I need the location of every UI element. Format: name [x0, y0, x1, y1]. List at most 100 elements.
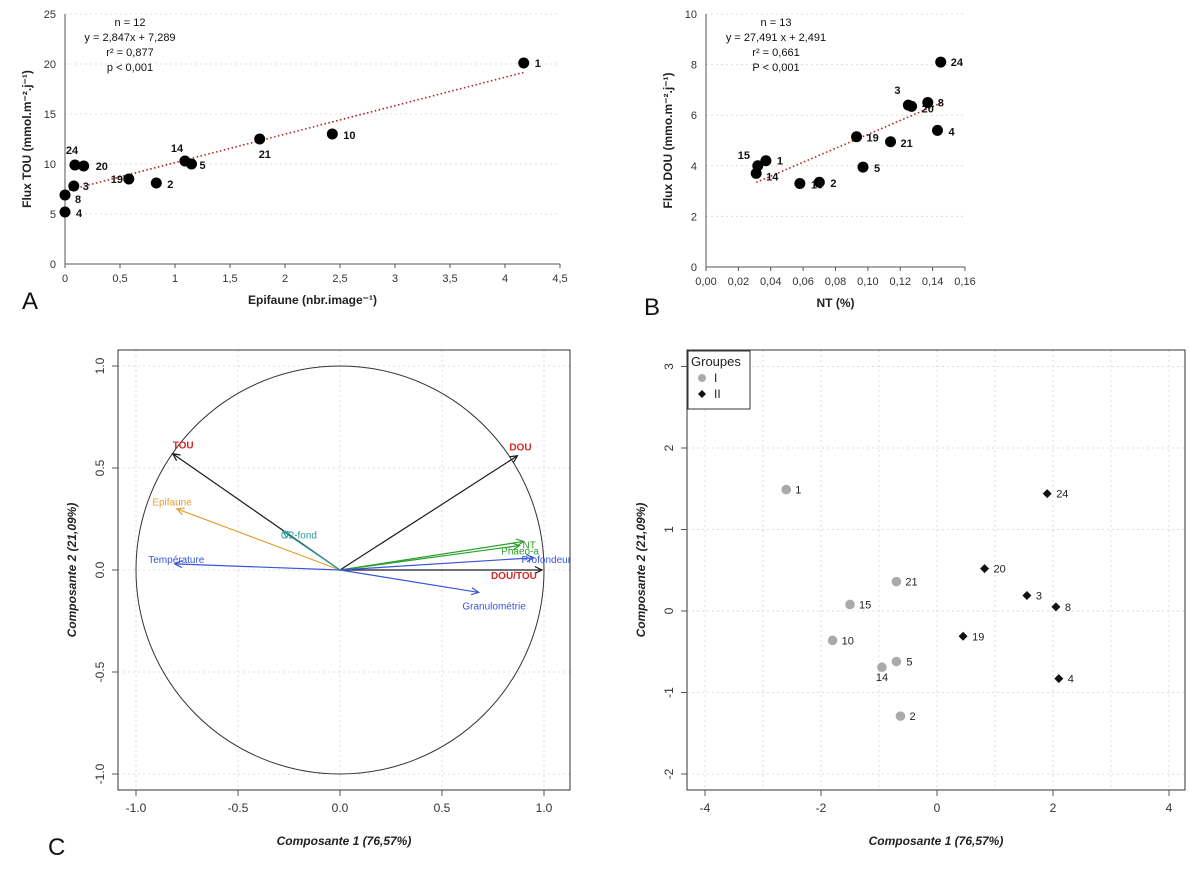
data-point-8: [922, 97, 934, 109]
regression-stat: P < 0,001: [752, 62, 799, 74]
x-tick-label: 0,16: [954, 276, 975, 288]
legend-entry-i: I: [714, 371, 717, 385]
point-label-14: 14: [171, 143, 184, 155]
regression-stat: y = 2,847x + 7,289: [84, 32, 175, 44]
vector-label-tou: TOU: [173, 441, 194, 452]
x-tick-label: 0,12: [890, 276, 911, 288]
point-group-i-5: [891, 656, 902, 667]
point-label-4: 4: [948, 126, 955, 138]
point-group-i-1: [781, 484, 791, 495]
x-tick-label: 0,02: [728, 276, 749, 288]
trendline: [64, 71, 524, 192]
x-tick-label: -1.0: [126, 801, 147, 815]
x-tick-label: 0: [934, 801, 941, 815]
x-tick-label: 0,08: [825, 276, 846, 288]
vector-label-granulom-trie: Granulométrie: [462, 602, 526, 613]
y-tick-label: 25: [44, 9, 56, 21]
point-label-1: 1: [777, 156, 783, 168]
y-tick-label: 6: [691, 110, 697, 122]
point-group-ii-24: [1042, 489, 1052, 499]
x-tick-label: 1,5: [222, 273, 237, 285]
point-group-ii-4: [1054, 674, 1064, 684]
legend-marker-i: [698, 374, 706, 382]
vector-arrowhead-granulom-trie: [470, 587, 481, 596]
x-tick-label: 0,14: [922, 276, 943, 288]
vector-epifaune: [176, 508, 341, 571]
vector-label-temp-rature: Température: [148, 555, 205, 566]
point-label-15: 15: [738, 150, 750, 162]
x-tick-label: 0,10: [857, 276, 878, 288]
vector-dou: [339, 455, 518, 571]
data-point-21: [254, 133, 266, 145]
y-tick-label: 0: [662, 607, 676, 614]
vector-label-epifaune: Epifaune: [152, 498, 192, 509]
x-tick-label: 0,5: [112, 273, 127, 285]
plot-frame: [686, 349, 1186, 791]
y-tick-label: 0: [691, 262, 697, 274]
vector-arrowhead-dou: [509, 455, 519, 463]
point-group-i-14: [877, 662, 887, 673]
point-label-2: 2: [167, 179, 173, 191]
x-tick-label: 0.5: [434, 801, 451, 815]
unit-circle: [135, 365, 545, 775]
individual-label-24: 24: [1056, 489, 1068, 501]
data-point-10: [794, 178, 806, 190]
x-tick-label: 1: [172, 273, 178, 285]
data-point-24: [69, 159, 81, 171]
y-tick-label: 0: [50, 259, 56, 271]
x-tick-label: 3: [392, 273, 398, 285]
point-label-21: 21: [901, 138, 913, 150]
vector-label-o2-fond: O2-fond: [281, 530, 317, 541]
y-tick-label: 20: [44, 59, 56, 71]
y-axis-title: Flux TOU (mmol.m⁻².j⁻¹): [20, 70, 34, 208]
data-point-14: [750, 167, 762, 179]
individual-label-8: 8: [1065, 602, 1071, 614]
y-axis-title: Composante 2 (21,09%): [65, 503, 79, 638]
x-tick-label: 0,06: [792, 276, 813, 288]
individual-label-3: 3: [1036, 591, 1042, 603]
vector-phaeo-a: [339, 544, 520, 571]
point-group-ii-3: [1022, 591, 1032, 601]
point-label-19: 19: [867, 133, 879, 145]
x-tick-label: 0,04: [760, 276, 781, 288]
vector-arrowhead-dou-tou: [534, 565, 544, 575]
x-axis-title: NT (%): [817, 296, 855, 310]
point-label-8: 8: [75, 194, 81, 206]
point-label-21: 21: [259, 149, 271, 161]
point-group-ii-20: [980, 564, 990, 574]
regression-stat: n = 12: [115, 17, 146, 29]
point-label-1: 1: [535, 58, 541, 70]
point-label-4: 4: [76, 208, 83, 220]
regression-stat: n = 13: [761, 17, 792, 29]
data-point-8: [59, 189, 71, 201]
data-point-24: [935, 56, 947, 68]
data-point-5: [186, 158, 197, 170]
x-tick-label: 2: [282, 273, 288, 285]
legend-box: [687, 350, 751, 410]
individual-label-21: 21: [905, 577, 917, 589]
individual-label-15: 15: [859, 599, 871, 611]
point-label-2: 2: [830, 178, 836, 190]
y-tick-label: 10: [44, 159, 56, 171]
legend-marker-ii: [698, 390, 706, 398]
individual-label-14: 14: [876, 672, 888, 684]
vector-label-dou: DOU: [509, 443, 531, 454]
legend-title: Groupes: [691, 354, 741, 369]
point-group-i-15: [845, 599, 855, 610]
point-label-8: 8: [938, 98, 944, 110]
point-label-10: 10: [811, 180, 823, 192]
y-tick-label: 8: [691, 60, 697, 72]
x-tick-label: 1.0: [536, 801, 553, 815]
point-label-10: 10: [343, 130, 355, 142]
vector-label-dou-tou: DOU/TOU: [491, 571, 537, 582]
x-tick-label: 3,5: [442, 273, 457, 285]
individual-label-4: 4: [1068, 674, 1074, 686]
y-tick-label: 1: [662, 526, 676, 533]
x-tick-label: 0: [62, 273, 68, 285]
x-tick-label: 4: [502, 273, 508, 285]
data-point-21: [885, 136, 897, 148]
point-label-5: 5: [874, 163, 880, 175]
point-label-3: 3: [894, 85, 900, 97]
